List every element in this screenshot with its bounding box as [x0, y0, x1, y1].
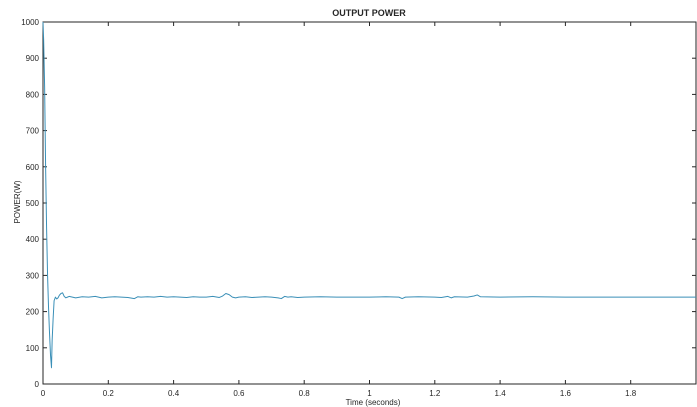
x-tick-label: 0.2 — [103, 389, 115, 398]
y-tick-label: 100 — [26, 344, 40, 353]
y-tick-label: 700 — [26, 127, 40, 136]
y-tick-label: 200 — [26, 308, 40, 317]
series-line-output-power — [42, 21, 696, 369]
x-tick-label: 0.8 — [299, 389, 311, 398]
plot-border — [42, 21, 697, 385]
x-tick-label: 1.6 — [560, 389, 572, 398]
y-tick-label: 800 — [26, 90, 40, 99]
chart-title: OUTPUT POWER — [332, 8, 406, 18]
x-tick-label: 0.4 — [168, 389, 180, 398]
x-tick-label: 1.8 — [625, 389, 637, 398]
x-axis-label: Time (seconds) — [346, 398, 401, 407]
x-tick-label: 1 — [367, 389, 372, 398]
y-axis-label: POWER(W) — [13, 180, 22, 223]
y-tick-label: 400 — [26, 235, 40, 244]
x-tick-label: 0 — [41, 389, 46, 398]
x-tick-label: 0.6 — [233, 389, 245, 398]
y-axis-ticks: 0 100 200 300 400 500 600 700 800 900 1000 — [21, 18, 696, 389]
x-tick-label: 1.2 — [429, 389, 441, 398]
series-layer — [42, 21, 696, 369]
y-tick-label: 300 — [26, 271, 40, 280]
x-tick-label: 1.4 — [495, 389, 507, 398]
y-tick-label: 600 — [26, 163, 40, 172]
x-axis-ticks: 0 0.2 0.4 0.6 0.8 1 1.2 1.4 1.6 1.8 — [41, 22, 637, 398]
plot-frame — [42, 21, 697, 385]
y-tick-label: 0 — [35, 380, 40, 389]
y-tick-label: 500 — [26, 199, 40, 208]
y-tick-label: 1000 — [21, 18, 39, 27]
y-tick-label: 900 — [26, 54, 40, 63]
